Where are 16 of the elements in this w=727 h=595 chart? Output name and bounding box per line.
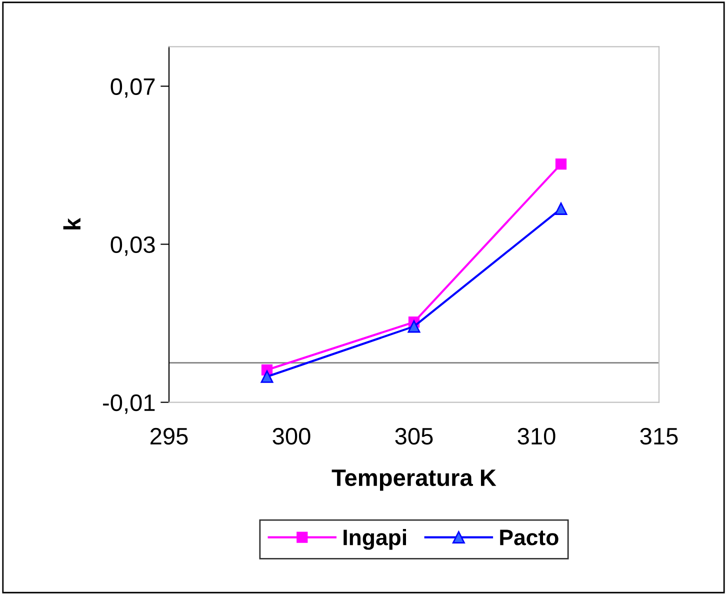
y-tick-label: -0,01	[103, 394, 155, 414]
legend-label: Pacto	[500, 530, 558, 546]
point	[260, 370, 274, 383]
y-tick-label: 0,03	[110, 236, 155, 256]
x-tick-label: 295	[150, 428, 188, 445]
point	[408, 320, 420, 333]
point	[555, 158, 567, 170]
x-tick-label: 300	[272, 428, 310, 445]
x-axis-title: Temperatura K	[332, 470, 496, 491]
y-tick-label: 0,07	[110, 78, 155, 98]
legend-label: Ingapi	[344, 528, 406, 550]
x-tick-label: 315	[640, 428, 678, 445]
y-axis-title: k	[63, 218, 80, 230]
point	[554, 202, 568, 215]
x-tick-label: 305	[395, 428, 433, 445]
x-tick-label: 310	[518, 428, 556, 445]
